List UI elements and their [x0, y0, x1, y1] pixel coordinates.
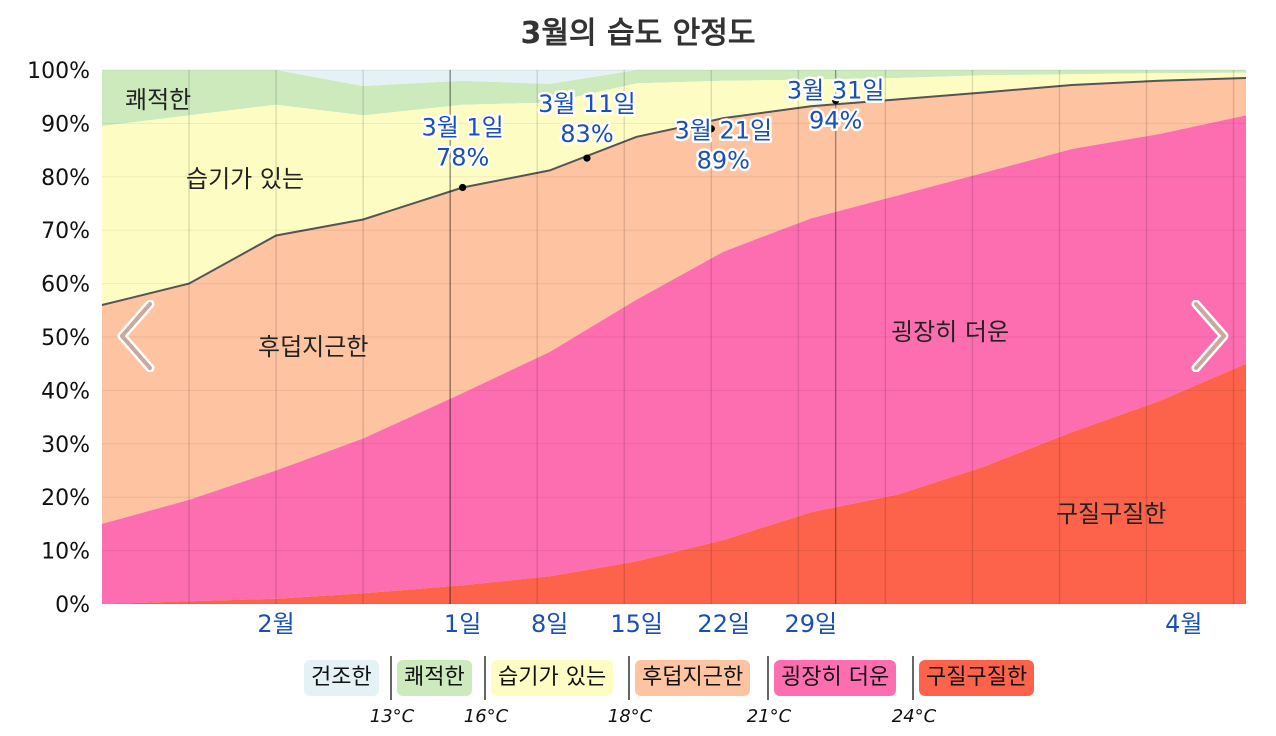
- x-tick-label: 29일: [784, 610, 837, 638]
- legend-threshold: 24°C: [891, 706, 937, 727]
- legend-threshold: 13°C: [369, 706, 415, 727]
- zone-label-oppressive: 굉장히 더운: [891, 318, 1009, 346]
- annotation-value: 83%: [560, 120, 613, 148]
- zone-labels: 쾌적한 습기가 있는 후덥지근한 굉장히 더운 구질구질한: [125, 86, 1166, 528]
- y-tick-label: 90%: [41, 112, 90, 137]
- y-tick-label: 80%: [41, 166, 90, 191]
- legend-threshold: 16°C: [463, 706, 509, 727]
- area-miserable: [102, 363, 1246, 604]
- annotation-date: 3월 31일: [787, 76, 885, 104]
- y-tick-label: 20%: [41, 486, 90, 511]
- annotation-point: [459, 183, 467, 192]
- area-dry-top: [102, 70, 1246, 86]
- annotation-point: [832, 96, 840, 105]
- y-tick-label: 40%: [41, 379, 90, 404]
- annotation-point: [707, 125, 715, 133]
- y-tick-label: 60%: [41, 273, 90, 298]
- chart-title: 3월의 습도 안정도: [520, 16, 756, 51]
- area-muggy: [102, 78, 1246, 524]
- y-tick-label: 0%: [55, 593, 90, 618]
- legend-separator: [767, 656, 769, 700]
- legend-item-oppressive: 굉장히 더운: [774, 660, 897, 696]
- y-tick-label: 10%: [41, 540, 90, 565]
- area-humid: [102, 72, 1246, 305]
- annotation-value: 94%: [809, 106, 862, 134]
- x-tick-label: 4월: [1165, 610, 1202, 638]
- x-tick-label: 15일: [610, 610, 663, 638]
- area-series-group: [101, 70, 1247, 605]
- x-tick-label: 2월: [257, 610, 294, 638]
- annotation-value: 78%: [436, 143, 489, 171]
- humidity-chart: 0% 10% 20% 30% 40% 50% 60% 70% 80% 90% 100% 2월 1일 8일…: [27, 59, 1247, 638]
- y-tick-label: 30%: [41, 433, 90, 458]
- zone-label-humid: 습기가 있는: [186, 165, 304, 193]
- legend-separator: [628, 656, 630, 700]
- annotation-date: 3월 1일: [421, 113, 503, 141]
- legend-separator: [484, 656, 486, 700]
- annotation-date: 3월 11일: [538, 90, 636, 118]
- x-tick-label: 22일: [697, 610, 750, 638]
- annotation-date: 3월 21일: [674, 117, 772, 145]
- legend-separator: [912, 656, 914, 700]
- x-tick-label: 1일: [444, 610, 481, 638]
- zone-label-miserable: 구질구질한: [1056, 500, 1166, 528]
- legend-threshold: 21°C: [746, 706, 792, 727]
- y-tick-label: 50%: [41, 326, 90, 351]
- grid-lines: [102, 69, 1246, 605]
- next-button[interactable]: [1190, 299, 1230, 373]
- annotation-value: 89%: [697, 147, 750, 175]
- area-oppressive: [102, 115, 1246, 605]
- y-tick-label: 70%: [41, 219, 90, 244]
- annotation-point: [583, 154, 591, 162]
- zone-label-muggy: 후덥지근한: [258, 333, 368, 361]
- area-comfortable: [102, 70, 1246, 127]
- legend-item-miserable: 구질구질한: [919, 660, 1035, 696]
- x-axis-ticks: 2월 1일 8일 15일 22일 29일 4월: [257, 610, 1202, 638]
- legend-item-comfortable: 쾌적한: [397, 660, 472, 696]
- zone-label-comfortable: 쾌적한: [125, 86, 191, 114]
- y-tick-label: 100%: [27, 59, 90, 84]
- legend-item-humid: 습기가 있는: [491, 660, 614, 696]
- legend: 건조한 쾌적한 습기가 있는 후덥지근한 굉장히 더운 구질구질한 13°C 1…: [0, 654, 1276, 736]
- prev-button[interactable]: [116, 299, 156, 373]
- chevron-right-icon: [1191, 299, 1229, 373]
- x-tick-label: 8일: [531, 610, 568, 638]
- legend-item-muggy: 후덥지근한: [635, 660, 751, 696]
- legend-separator: [390, 656, 392, 700]
- chevron-left-icon: [117, 299, 155, 373]
- cumulative-line: [101, 77, 1247, 306]
- legend-item-dry: 건조한: [304, 660, 379, 696]
- y-axis-ticks: 0% 10% 20% 30% 40% 50% 60% 70% 80% 90% 100%: [27, 59, 90, 618]
- legend-threshold: 18°C: [607, 706, 653, 727]
